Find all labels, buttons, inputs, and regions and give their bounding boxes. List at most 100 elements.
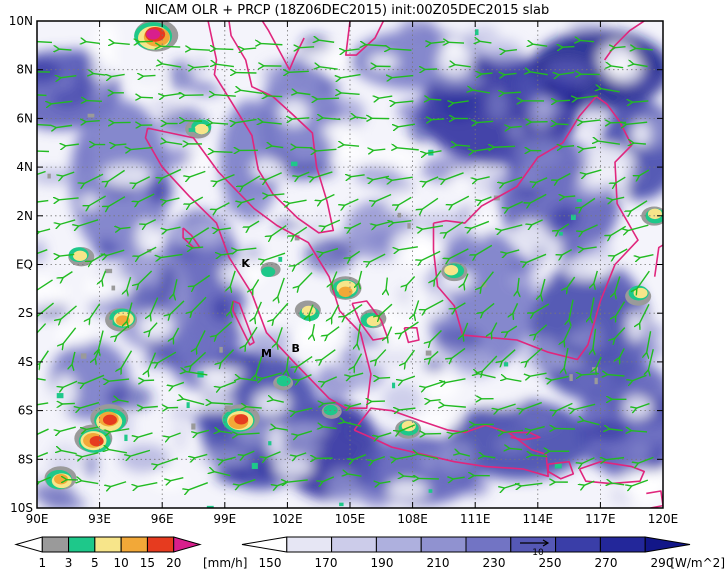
wind-vector xyxy=(423,225,444,229)
wind-vector xyxy=(39,228,51,232)
wind-vector xyxy=(407,276,416,285)
wind-vector xyxy=(323,247,339,253)
wind-vector xyxy=(648,349,654,370)
wind-vector xyxy=(214,472,231,477)
wind-vector xyxy=(507,249,520,253)
precip-field xyxy=(44,21,663,508)
olr-cloud-speck xyxy=(174,225,225,248)
wind-vector xyxy=(297,355,313,367)
wind-vector xyxy=(162,168,182,178)
map-title: NICAM OLR + PRCP (18Z06DEC2015) init:00Z… xyxy=(145,3,550,18)
wind-vector xyxy=(314,171,333,178)
wind-vector xyxy=(169,432,181,437)
axis-ticks xyxy=(36,20,664,509)
precip-pixel xyxy=(268,441,272,446)
wind-vector xyxy=(555,428,575,429)
wind-vector xyxy=(569,299,574,320)
wind-vector xyxy=(341,73,361,78)
wind-vector xyxy=(557,124,569,125)
wind-vector xyxy=(574,403,596,409)
wind-vector xyxy=(582,374,599,375)
wind-vector xyxy=(350,402,362,407)
wind-vector xyxy=(39,476,51,482)
olr-cloud-speck xyxy=(438,89,479,121)
wind-vector xyxy=(449,42,465,43)
wind-vector xyxy=(215,95,236,97)
wind-vector xyxy=(161,253,183,257)
olr-colorbar-swatch xyxy=(241,536,288,553)
wind-vector xyxy=(158,457,178,465)
precip-pixel xyxy=(186,402,190,409)
wind-vector xyxy=(455,302,466,309)
precip-pixel xyxy=(570,214,576,221)
wind-vector xyxy=(484,456,496,458)
wind-vector xyxy=(557,100,571,101)
wind-vector xyxy=(374,149,386,150)
wind-vector xyxy=(115,144,127,145)
wind-vector xyxy=(138,482,158,487)
wind-vector xyxy=(477,176,490,180)
lat-tick-label: 10S xyxy=(10,501,33,515)
wind-vector xyxy=(299,272,313,287)
olr-cloud-speck xyxy=(148,97,180,115)
olr-cloud-speck xyxy=(508,276,554,286)
wind-vector xyxy=(517,277,519,291)
wind-vector xyxy=(265,252,286,260)
wind-vector xyxy=(505,50,518,51)
wind-vector xyxy=(359,270,363,283)
coastline-sulawesi-tip xyxy=(653,244,663,277)
wind-vector xyxy=(62,403,75,404)
lon-tick-label: 93E xyxy=(88,512,111,526)
precip-pixel xyxy=(592,367,598,372)
wind-vector xyxy=(344,145,360,146)
wind-vector xyxy=(109,450,128,454)
wind-vector xyxy=(631,431,648,432)
olr-colorbar-swatch xyxy=(644,536,691,553)
wind-vector xyxy=(345,49,360,51)
wind-vector xyxy=(192,227,210,239)
olr-clear-patch xyxy=(37,275,67,309)
precip-pixel xyxy=(428,489,433,493)
olr-cloud-speck xyxy=(488,39,524,65)
olr-cloud-speck xyxy=(146,177,174,205)
wind-vector xyxy=(114,43,130,44)
wind-vector xyxy=(390,49,412,50)
olr-colorbar-swatch xyxy=(555,536,601,553)
wind-vector xyxy=(212,403,233,404)
wind-vector xyxy=(323,427,337,429)
axis-tick-labels: 90E 93E 96E 99E 102E 105E 108E 111E 114E 117E 120E… xyxy=(9,14,679,526)
olr-cloud-speck xyxy=(625,337,663,361)
wind-vector xyxy=(273,400,284,403)
precip-cell xyxy=(647,208,662,220)
wind-vector xyxy=(312,324,314,334)
wind-vector xyxy=(37,302,54,317)
olr-cloud-speck xyxy=(470,165,510,197)
olr-clear-patch xyxy=(94,21,119,57)
precip-pixel xyxy=(594,377,598,385)
station-marker-M: M xyxy=(261,347,272,360)
wind-vector xyxy=(637,402,650,408)
olr-cloud-speck xyxy=(418,210,471,241)
wind-vector xyxy=(89,195,107,206)
precip-cell xyxy=(444,265,459,276)
precip-colorbar-label: 15 xyxy=(140,556,155,570)
olr-cloud-speck xyxy=(214,465,252,485)
olr-cloud-speck xyxy=(631,446,653,457)
olr-cloud-speck xyxy=(461,476,490,497)
lat-tick-label: EQ xyxy=(16,258,33,272)
wind-vector xyxy=(220,431,233,433)
wind-vector xyxy=(647,331,652,352)
wind-vector xyxy=(150,297,159,315)
olr-cloud-speck xyxy=(63,47,93,77)
wind-vector xyxy=(98,330,104,350)
wind-vector xyxy=(61,451,77,455)
wind-vector xyxy=(223,456,236,460)
precip-cell xyxy=(73,250,88,262)
wind-vector xyxy=(513,303,519,313)
wind-vector xyxy=(366,45,387,46)
wind-vector xyxy=(253,279,260,289)
wind-vector xyxy=(563,146,575,147)
wind-vector xyxy=(278,277,285,297)
wind-vector xyxy=(640,303,650,323)
precip-pixel xyxy=(407,223,411,229)
